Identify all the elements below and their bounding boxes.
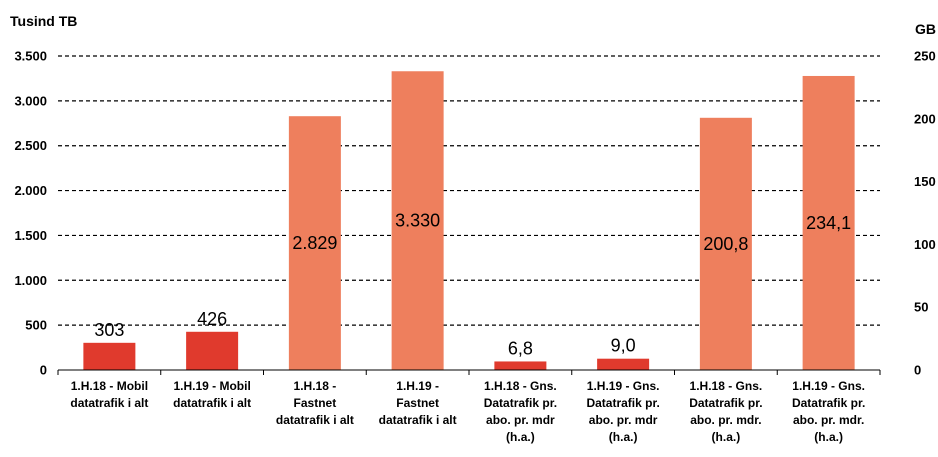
right-tick-label: 50 [914, 300, 928, 315]
bar [288, 116, 341, 370]
bar [186, 331, 239, 370]
right-tick-label: 250 [914, 49, 936, 64]
left-tick-label: 3.000 [14, 93, 47, 108]
bar [83, 342, 136, 370]
category-label: 1.H.18 - Gns. Datatrafik pr. abo. pr. mdr.… [689, 379, 762, 444]
left-tick-label: 2.500 [14, 138, 47, 153]
data-labels: 303 426 2.829 3.330 6,8 9,0 200,8 234,1 [94, 211, 851, 359]
left-tick-label: 500 [25, 318, 47, 333]
data-label: 9,0 [611, 336, 636, 356]
gridlines [58, 55, 880, 326]
left-tick-label: 2.000 [14, 183, 47, 198]
left-axis-ticks: 0 500 1.000 1.500 2.000 2.500 3.000 3.500 [14, 49, 47, 378]
category-label: 1.H.18 -Fastnet datatrafik i alt [276, 379, 354, 427]
right-tick-label: 200 [914, 111, 936, 126]
left-tick-label: 1.000 [14, 273, 47, 288]
data-label: 200,8 [703, 234, 748, 254]
category-label: 1.H.19 - Mobil datatrafik i alt [173, 379, 251, 410]
right-axis-ticks: 0 50 100 150 200 250 [914, 49, 936, 378]
data-label: 3.330 [395, 211, 440, 231]
category-label: 1.H.19 -Fastnet datatrafik i alt [379, 379, 457, 427]
bars [83, 71, 855, 370]
bar [699, 117, 752, 370]
right-axis-unit: GB [915, 21, 936, 37]
category-labels: 1.H.18 - Mobil datatrafik i alt 1.H.19 - M… [57, 370, 881, 444]
left-tick-label: 0 [40, 363, 47, 378]
right-tick-label: 150 [914, 174, 936, 189]
right-tick-label: 100 [914, 237, 936, 252]
data-label: 6,8 [508, 338, 533, 358]
data-label: 303 [94, 320, 124, 340]
right-tick-label: 0 [914, 363, 921, 378]
data-label: 2.829 [292, 233, 337, 253]
left-tick-label: 1.500 [14, 228, 47, 243]
category-label: 1.H.18 - Mobil datatrafik i alt [70, 379, 148, 410]
left-tick-label: 3.500 [14, 49, 47, 64]
category-label: 1.H.19 - Gns. Datatrafik pr. abo. pr. mdr.… [792, 379, 865, 444]
bar [391, 71, 444, 370]
bar [802, 75, 855, 370]
data-label: 426 [197, 309, 227, 329]
category-label: 1.H.19 - Gns. Datatrafik pr. abo. pr. mdr(… [586, 379, 659, 444]
data-label: 234,1 [806, 213, 851, 233]
bar [494, 361, 547, 370]
left-axis-unit: Tusind TB [10, 13, 77, 29]
category-label: 1.H.18 - Gns. Datatrafik pr. abo. pr. mdr(… [484, 379, 557, 444]
bar [597, 358, 650, 370]
